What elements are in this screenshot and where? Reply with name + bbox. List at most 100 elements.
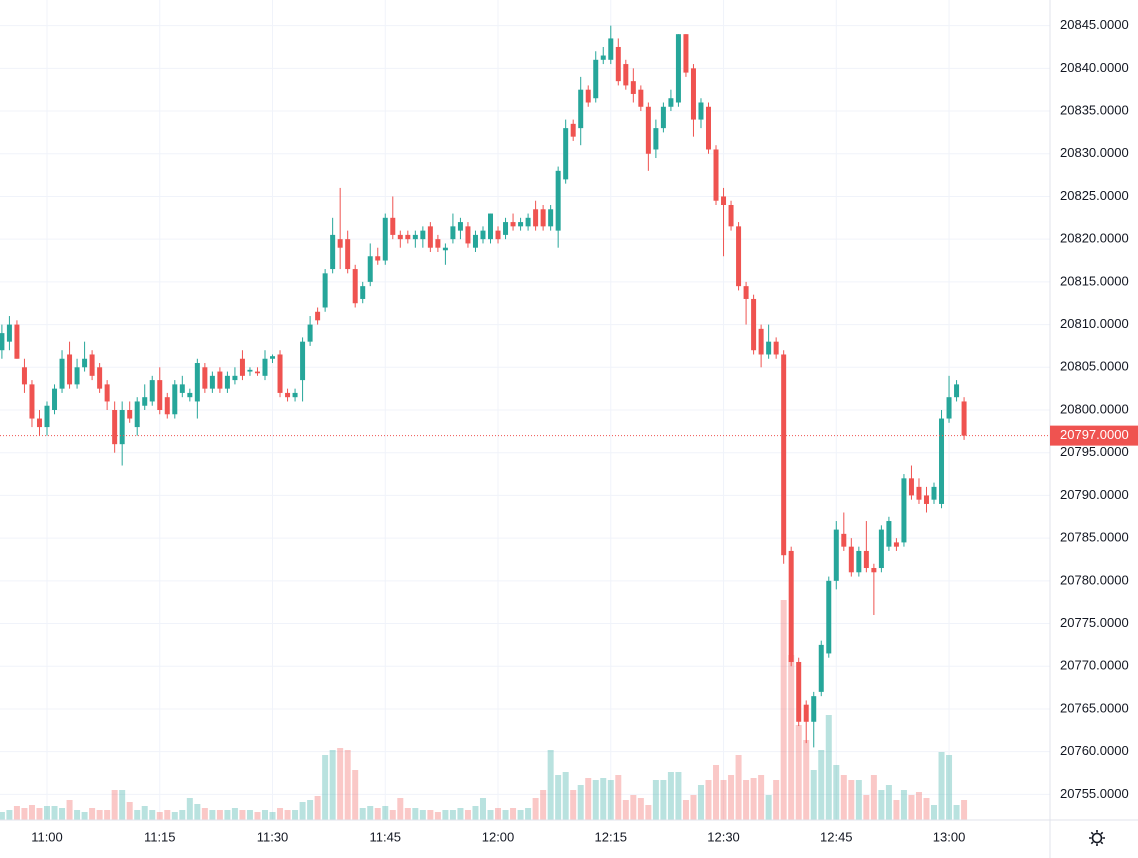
settings-button[interactable] <box>1089 830 1105 846</box>
volume-bar <box>89 808 96 820</box>
candle-body <box>630 81 636 94</box>
candle-body <box>412 234 418 240</box>
volume-bar <box>525 808 532 820</box>
volume-bar <box>359 808 366 820</box>
volume-bar <box>412 808 419 820</box>
y-tick-label: 20775.0000 <box>1060 615 1129 630</box>
candle-body <box>134 401 140 428</box>
candle-body <box>548 209 554 227</box>
volume-bar <box>374 808 381 820</box>
candle-body <box>435 239 441 248</box>
candle-body <box>142 397 148 406</box>
volume-bar <box>517 810 524 820</box>
volume-bar <box>277 808 284 820</box>
candle-body <box>277 354 283 393</box>
volume-bar <box>201 808 208 820</box>
y-tick-label: 20825.0000 <box>1060 188 1129 203</box>
candle-body <box>946 397 952 419</box>
candle-body <box>420 230 426 240</box>
candle-body <box>442 247 448 251</box>
volume-bar <box>36 808 43 820</box>
candle-body <box>848 546 854 573</box>
volume-bar <box>923 798 930 820</box>
candle-body <box>194 363 200 402</box>
candle-body <box>690 68 696 120</box>
x-tick-label: 12:45 <box>820 829 853 844</box>
candle-body <box>863 550 869 569</box>
volume-bar <box>818 750 825 820</box>
candle-body <box>961 401 967 436</box>
volume-pane <box>0 600 968 820</box>
volume-bar <box>44 806 51 820</box>
volume-bar <box>660 780 667 820</box>
candle-body <box>337 239 343 248</box>
candle-body <box>52 388 58 410</box>
volume-bar <box>946 755 953 820</box>
candle-body <box>149 380 155 402</box>
volume-bar <box>216 810 223 820</box>
candle-body <box>307 324 313 342</box>
volume-bar <box>652 780 659 820</box>
candle-body <box>360 286 366 299</box>
candle-body <box>916 486 922 500</box>
y-tick-label: 20800.0000 <box>1060 401 1129 416</box>
volume-bar <box>21 808 28 820</box>
candle-body <box>232 375 238 381</box>
volume-bar <box>840 775 847 820</box>
candle-body <box>615 46 621 82</box>
candle-body <box>89 354 95 376</box>
volume-bar <box>900 790 907 820</box>
volume-bar <box>13 806 20 820</box>
volume-bar <box>795 725 802 820</box>
volume-bar <box>389 810 396 820</box>
candle-body <box>698 102 704 120</box>
candle-body <box>540 209 546 227</box>
volume-bar <box>720 780 727 820</box>
volume-bar <box>404 808 411 820</box>
candle-body <box>751 298 757 351</box>
candle-body <box>0 333 5 351</box>
candle-body <box>555 170 561 231</box>
volume-bar <box>585 778 592 820</box>
volume-bar <box>344 750 351 820</box>
volume-bar <box>269 812 276 820</box>
candle-body <box>262 358 268 376</box>
candle-body <box>495 230 501 240</box>
candle-body <box>705 106 711 150</box>
candle-body <box>773 341 779 355</box>
volume-bar <box>322 755 329 820</box>
volume-bar <box>803 740 810 820</box>
volume-bar <box>472 806 479 820</box>
volume-bar <box>697 785 704 820</box>
volume-bar <box>149 810 156 820</box>
candle-body <box>375 256 381 261</box>
volume-bar <box>434 812 441 820</box>
candle-body <box>833 529 839 581</box>
candle-body <box>14 324 20 359</box>
volume-bar <box>780 600 787 820</box>
volume-bar <box>750 778 757 820</box>
volume-bar <box>449 810 456 820</box>
candle-body <box>292 392 298 398</box>
volume-bar <box>299 802 306 820</box>
candle-body <box>67 354 73 385</box>
volume-bar <box>419 810 426 820</box>
y-tick-label: 20755.0000 <box>1060 786 1129 801</box>
x-tick-label: 12:30 <box>707 829 740 844</box>
volume-bar <box>547 750 554 820</box>
candle-body <box>382 217 388 261</box>
y-tick-label: 20820.0000 <box>1060 231 1129 246</box>
candle-body <box>923 495 929 504</box>
candle-body <box>450 226 456 240</box>
volume-bar <box>675 772 682 820</box>
candle-body <box>254 371 260 374</box>
candle-body <box>728 205 734 227</box>
y-tick-label: 20760.0000 <box>1060 743 1129 758</box>
candle-body <box>202 367 208 389</box>
candle-body <box>743 286 749 299</box>
y-tick-label: 20835.0000 <box>1060 102 1129 117</box>
volume-bar <box>427 810 434 820</box>
candle-body <box>224 375 230 389</box>
y-tick-label: 20830.0000 <box>1060 145 1129 160</box>
